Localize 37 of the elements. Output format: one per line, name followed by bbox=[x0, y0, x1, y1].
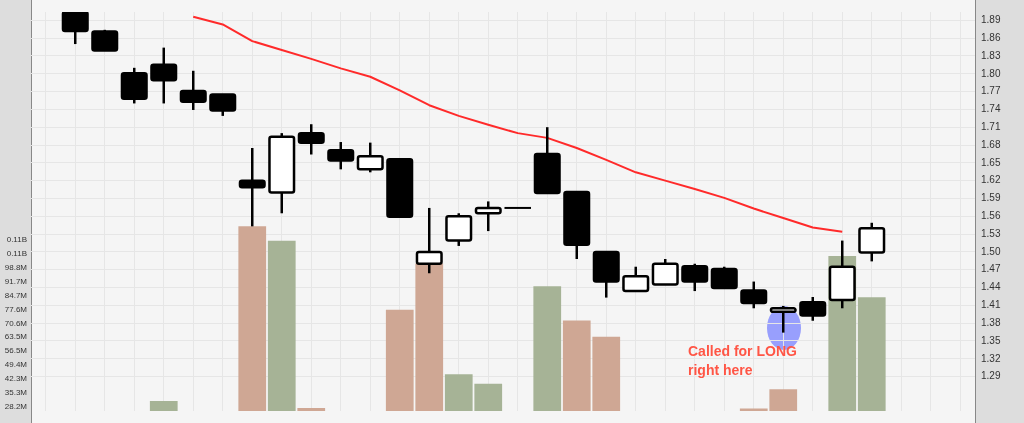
y2-tick-label: 84.7M bbox=[4, 290, 28, 300]
annotation: Called for LONG right here bbox=[688, 342, 798, 380]
y-tick-label: 1.29 bbox=[981, 370, 1001, 382]
y2-tick-label: 35.3M bbox=[4, 388, 28, 398]
y2-tick-label: 56.5M bbox=[4, 346, 28, 356]
y-tick-label: 1.59 bbox=[981, 192, 1001, 204]
y-tick-label: 1.89 bbox=[981, 14, 1001, 26]
y-tick-label: 1.83 bbox=[981, 49, 1001, 61]
y-tick-label: 1.56 bbox=[981, 210, 1001, 221]
y-tick-label: 1.53 bbox=[981, 227, 1001, 239]
y2-tick-label: 63.5M bbox=[4, 332, 28, 342]
y-tick-label: 1.74 bbox=[981, 103, 1001, 115]
y2-tick-label: 91.7M bbox=[4, 277, 28, 287]
y2-tick-label: 70.6M bbox=[4, 318, 28, 328]
y-tick-label: 1.44 bbox=[981, 281, 1001, 293]
y2-tick-label: 0.11B bbox=[6, 249, 27, 259]
y-tick-label: 1.62 bbox=[981, 174, 1001, 186]
candlestick bbox=[474, 200, 502, 233]
candlestick bbox=[769, 304, 797, 334]
y2-tick-label: 0.11B bbox=[6, 235, 27, 245]
y-tick-label: 1.86 bbox=[981, 31, 1001, 43]
y2-tick-label: 49.4M bbox=[4, 360, 28, 370]
y-tick-label: 1.38 bbox=[981, 316, 1001, 328]
y-tick-label: 1.35 bbox=[981, 334, 1001, 346]
y-tick-label: 1.65 bbox=[981, 156, 1001, 168]
y-tick-label: 1.77 bbox=[981, 85, 1001, 97]
y-tick-label: 1.47 bbox=[981, 263, 1001, 275]
y2-tick-label: 28.2M bbox=[4, 402, 28, 411]
y-tick-label: 1.32 bbox=[981, 352, 1001, 364]
y-tick-label: 1.80 bbox=[981, 67, 1001, 79]
y2-tick-label: 98.8M bbox=[4, 262, 28, 272]
y2-tick-label: 42.3M bbox=[4, 374, 28, 384]
y2-tick-label: 77.6M bbox=[4, 304, 28, 314]
y-tick-label: 1.71 bbox=[981, 120, 1001, 132]
y-tick-label: 1.50 bbox=[981, 245, 1001, 257]
y-tick-label: 1.68 bbox=[981, 138, 1001, 150]
y-tick-label: 1.41 bbox=[981, 299, 1001, 311]
